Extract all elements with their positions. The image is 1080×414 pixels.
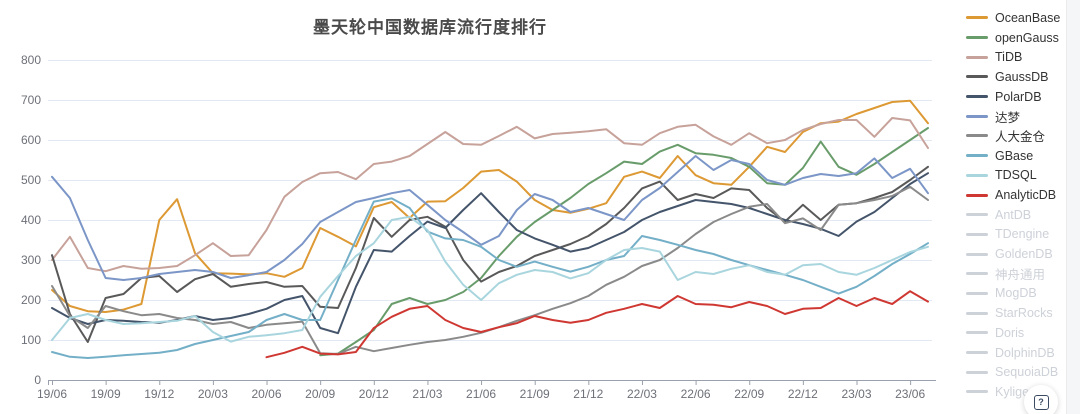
x-axis-label-22/06: 22/06 <box>681 387 711 401</box>
y-axis-label-100: 100 <box>21 333 41 347</box>
legend-line-swatch <box>966 193 988 197</box>
y-axis-label-200: 200 <box>21 293 41 307</box>
legend-line-swatch <box>966 55 988 59</box>
x-axis-label-19/12: 19/12 <box>144 387 174 401</box>
legend-line-swatch <box>966 95 988 99</box>
legend-label: TiDB <box>995 50 1023 65</box>
x-axis-label-19/09: 19/09 <box>91 387 121 401</box>
series-line-OceanBase[interactable] <box>51 99 929 313</box>
legend-line-swatch <box>966 213 988 217</box>
legend-label: TDSQL <box>995 168 1037 183</box>
legend-label: GoldenDB <box>995 247 1053 262</box>
chart-title: 墨天轮中国数据库流行度排行 <box>313 18 547 37</box>
legend-label: GBase <box>995 148 1034 163</box>
y-axis-label-500: 500 <box>21 173 41 187</box>
legend-label: TDengine <box>995 227 1050 242</box>
legend-item-PolarDB[interactable]: PolarDB <box>966 87 1066 107</box>
legend-line-swatch <box>966 16 988 20</box>
y-axis-label-600: 600 <box>21 133 41 147</box>
legend-label: PolarDB <box>995 89 1042 104</box>
series-line-TiDB[interactable] <box>51 117 929 273</box>
x-axis-label-19/06: 19/06 <box>37 387 67 401</box>
legend-label: DolphinDB <box>995 345 1055 360</box>
legend-item-TiDB[interactable]: TiDB <box>966 47 1066 67</box>
legend-item-GaussDB[interactable]: GaussDB <box>966 67 1066 87</box>
legend-line-swatch <box>966 390 988 394</box>
legend-item-人大金仓[interactable]: 人大金仓 <box>966 126 1066 146</box>
legend-label: AntDB <box>995 207 1032 222</box>
legend-line-swatch <box>966 272 988 276</box>
legend-item-openGauss[interactable]: openGauss <box>966 28 1066 48</box>
x-axis-label-20/06: 20/06 <box>252 387 282 401</box>
y-axis-label-700: 700 <box>21 93 41 107</box>
legend-item-GoldenDB[interactable]: GoldenDB <box>966 244 1066 264</box>
x-axis-label-21/06: 21/06 <box>466 387 496 401</box>
series-line-达梦[interactable] <box>51 155 929 281</box>
series-line-AnalyticDB[interactable] <box>265 290 929 359</box>
series-line-TDSQL[interactable] <box>51 215 929 343</box>
help-button[interactable]: ? <box>1024 385 1058 414</box>
legend-item-GBase[interactable]: GBase <box>966 146 1066 166</box>
legend-item-MogDB[interactable]: MogDB <box>966 284 1066 304</box>
legend-item-DolphinDB[interactable]: DolphinDB <box>966 343 1066 363</box>
x-axis-label-22/03: 22/03 <box>627 387 657 401</box>
x-axis-label-20/09: 20/09 <box>305 387 335 401</box>
legend-label: 人大金仓 <box>995 130 1046 145</box>
y-axis-label-0: 0 <box>34 373 41 387</box>
legend-label: SequoiaDB <box>995 365 1059 380</box>
x-axis-label-22/09: 22/09 <box>734 387 764 401</box>
legend-label: Doris <box>995 325 1025 340</box>
legend-label: AnalyticDB <box>995 188 1057 203</box>
legend-item-AnalyticDB[interactable]: AnalyticDB <box>966 185 1066 205</box>
x-axis-label-20/12: 20/12 <box>359 387 389 401</box>
scrollbar-track[interactable] <box>1066 0 1080 414</box>
legend-line-swatch <box>966 75 988 79</box>
y-axis-label-400: 400 <box>21 213 41 227</box>
series-line-openGauss[interactable] <box>319 127 929 357</box>
x-axis-label-21/09: 21/09 <box>520 387 550 401</box>
legend-line-swatch <box>966 232 988 236</box>
legend-item-OceanBase[interactable]: OceanBase <box>966 8 1066 28</box>
legend-item-神舟通用[interactable]: 神舟通用 <box>966 264 1066 284</box>
x-axis-label-23/03: 23/03 <box>841 387 871 401</box>
legend-label: openGauss <box>995 30 1059 45</box>
x-axis-label-22/12: 22/12 <box>788 387 818 401</box>
legend-label: 神舟通用 <box>995 268 1046 283</box>
legend-line-swatch <box>966 370 988 374</box>
legend-line-swatch <box>966 311 988 315</box>
legend-line-swatch <box>966 351 988 355</box>
legend-line-swatch <box>966 114 988 118</box>
legend-line-swatch <box>966 134 988 138</box>
legend-line-swatch <box>966 36 988 40</box>
legend-line-swatch <box>966 252 988 256</box>
legend-label: OceanBase <box>995 10 1061 25</box>
legend-label: GaussDB <box>995 69 1049 84</box>
legend-item-TDengine[interactable]: TDengine <box>966 225 1066 245</box>
legend-item-AntDB[interactable]: AntDB <box>966 205 1066 225</box>
legend-line-swatch <box>966 331 988 335</box>
x-axis-label-20/03: 20/03 <box>198 387 228 401</box>
legend-label: 达梦 <box>995 110 1021 125</box>
legend-label: MogDB <box>995 286 1037 301</box>
y-axis-label-300: 300 <box>21 253 41 267</box>
legend-item-TDSQL[interactable]: TDSQL <box>966 166 1066 186</box>
legend-item-达梦[interactable]: 达梦 <box>966 106 1066 126</box>
x-axis-label-21/03: 21/03 <box>412 387 442 401</box>
legend-line-swatch <box>966 154 988 158</box>
x-axis-label-23/06: 23/06 <box>895 387 925 401</box>
y-axis-label-800: 800 <box>21 53 41 67</box>
legend-item-Doris[interactable]: Doris <box>966 323 1066 343</box>
legend-line-swatch <box>966 173 988 177</box>
help-icon: ? <box>1033 394 1049 410</box>
x-axis-label-21/12: 21/12 <box>573 387 603 401</box>
legend-item-StarRocks[interactable]: StarRocks <box>966 303 1066 323</box>
legend-line-swatch <box>966 291 988 295</box>
legend-item-SequoiaDB[interactable]: SequoiaDB <box>966 362 1066 382</box>
legend: OceanBase openGauss TiDB GaussDB PolarDB 达梦人大… <box>966 8 1066 402</box>
legend-label: StarRocks <box>995 306 1053 321</box>
